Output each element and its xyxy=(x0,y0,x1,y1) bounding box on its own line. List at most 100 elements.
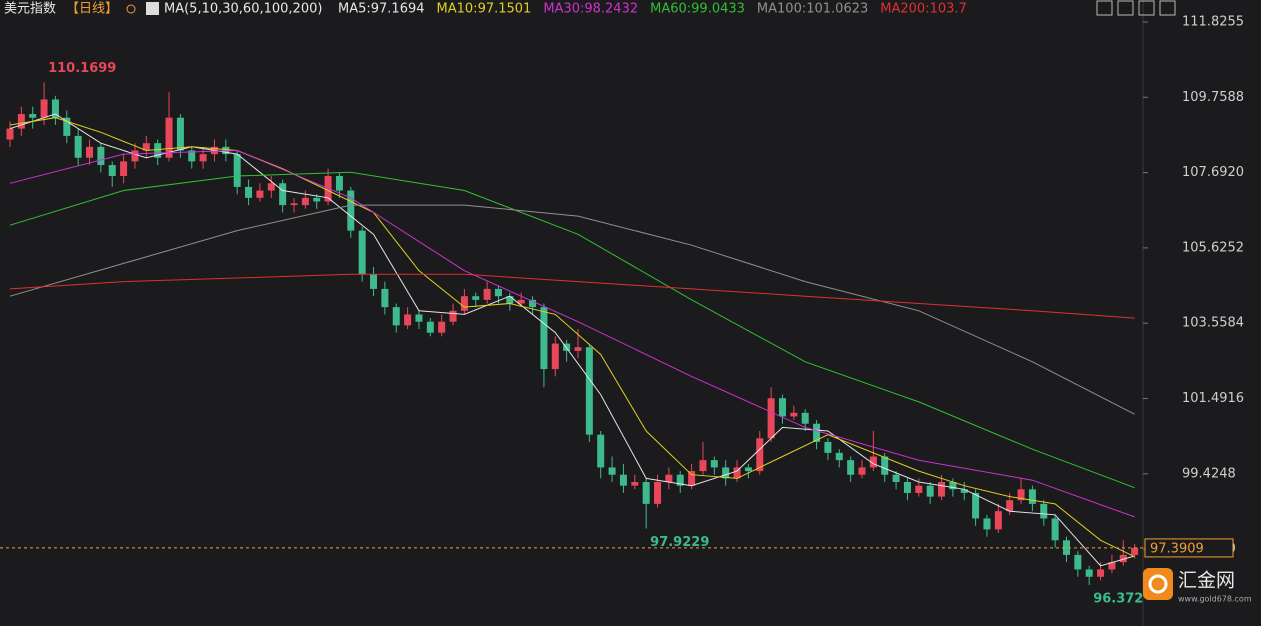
candle-body xyxy=(506,296,514,304)
candle-body xyxy=(756,438,764,472)
ma-line xyxy=(9,171,1135,489)
ma-line xyxy=(9,204,1135,415)
candle-body xyxy=(938,482,946,497)
candle-body xyxy=(517,299,525,304)
extreme-label: 97.9229 xyxy=(650,535,709,550)
candle-body xyxy=(1006,500,1014,512)
candle-body xyxy=(1074,554,1082,570)
candle-body xyxy=(529,299,537,308)
candle-body xyxy=(778,398,786,417)
candle-body xyxy=(51,99,59,118)
candle-body xyxy=(245,186,253,198)
tool-icon[interactable] xyxy=(1117,0,1134,16)
candle-body xyxy=(1085,569,1093,577)
candle-body xyxy=(290,203,298,206)
candle-body xyxy=(188,150,196,162)
ma-line xyxy=(9,149,1135,518)
chart-title: 美元指数 xyxy=(4,2,56,17)
y-tick-label: 105.6252 xyxy=(1182,240,1244,255)
candle-body xyxy=(847,460,855,475)
y-tick-label: 109.7588 xyxy=(1182,90,1244,105)
candle-body xyxy=(438,321,446,333)
candle-body xyxy=(40,99,48,118)
candle-body xyxy=(1108,562,1116,570)
candle-body xyxy=(767,398,775,439)
toolbar[interactable] xyxy=(1096,0,1176,16)
candle-body xyxy=(6,128,14,140)
candle-body xyxy=(903,482,911,493)
candle-body xyxy=(722,467,730,479)
legend-entry: MA200:103.7 xyxy=(880,2,967,17)
legend-title: MA(5,10,30,60,100,200) xyxy=(164,2,322,17)
candle-body xyxy=(1119,554,1127,563)
candle-body xyxy=(733,467,741,479)
candle-body xyxy=(983,518,991,530)
candle-body xyxy=(881,456,889,475)
candle-body xyxy=(926,485,934,497)
candle-body xyxy=(142,143,150,151)
candle-body xyxy=(710,460,718,468)
candle-body xyxy=(29,114,37,118)
candle-body xyxy=(483,288,491,300)
candle-body xyxy=(1051,518,1059,541)
candle-body xyxy=(86,146,94,158)
candle-body xyxy=(256,190,264,198)
candle-body xyxy=(267,183,275,191)
candle-body xyxy=(790,412,798,417)
candle-body xyxy=(17,114,25,129)
candle-body xyxy=(1131,547,1139,555)
candle-body xyxy=(108,165,116,176)
candle-body xyxy=(335,175,343,191)
candle-body xyxy=(801,412,809,424)
candle-body xyxy=(199,154,207,162)
candle-body xyxy=(460,296,468,311)
candle-body xyxy=(835,452,843,461)
tool-icon[interactable] xyxy=(1096,0,1113,16)
settings-icon[interactable] xyxy=(126,4,136,14)
candle-body xyxy=(1062,540,1070,555)
candle-body xyxy=(63,117,71,136)
extreme-label: 110.1699 xyxy=(48,61,116,76)
candle-body xyxy=(540,307,548,370)
legend-entry: MA100:101.0623 xyxy=(757,2,868,17)
candle-body xyxy=(699,460,707,472)
candle-body xyxy=(608,467,616,475)
candle-body xyxy=(654,482,662,504)
period: 【日线】 xyxy=(66,2,118,17)
y-tick-label: 111.8255 xyxy=(1182,15,1244,30)
candle-body xyxy=(744,467,752,472)
candle-body xyxy=(370,274,378,289)
legend-entry: MA30:98.2432 xyxy=(543,2,638,17)
candle-body xyxy=(597,434,605,468)
candle-body xyxy=(676,474,684,486)
candle-body xyxy=(869,456,877,468)
candle-body xyxy=(994,511,1002,530)
y-tick-label: 101.4916 xyxy=(1182,391,1244,406)
legend-entry: MA5:97.1694 xyxy=(338,2,425,17)
ma-line xyxy=(9,273,1135,319)
candle-body xyxy=(915,485,923,493)
candle-body xyxy=(426,321,434,333)
candle-body xyxy=(120,161,128,176)
candle-body xyxy=(949,482,957,490)
y-tick-label: 99.4248 xyxy=(1182,466,1236,481)
legend-entry: MA10:97.1501 xyxy=(437,2,532,17)
candle-body xyxy=(563,343,571,351)
tool-icon[interactable] xyxy=(1159,0,1176,16)
logo-icon xyxy=(1143,568,1173,600)
candle-body xyxy=(688,471,696,486)
candle-body xyxy=(1017,489,1025,501)
indicator-icon[interactable] xyxy=(146,2,159,15)
tool-icon[interactable] xyxy=(1138,0,1155,16)
candle-body xyxy=(1028,489,1036,504)
candle-body xyxy=(358,230,366,275)
candle-body xyxy=(97,146,105,166)
candle-body xyxy=(74,135,82,158)
candle-body xyxy=(960,489,968,493)
candle-body xyxy=(642,482,650,504)
candle-body xyxy=(494,288,502,297)
candle-body xyxy=(551,343,559,370)
candle-body xyxy=(824,441,832,453)
